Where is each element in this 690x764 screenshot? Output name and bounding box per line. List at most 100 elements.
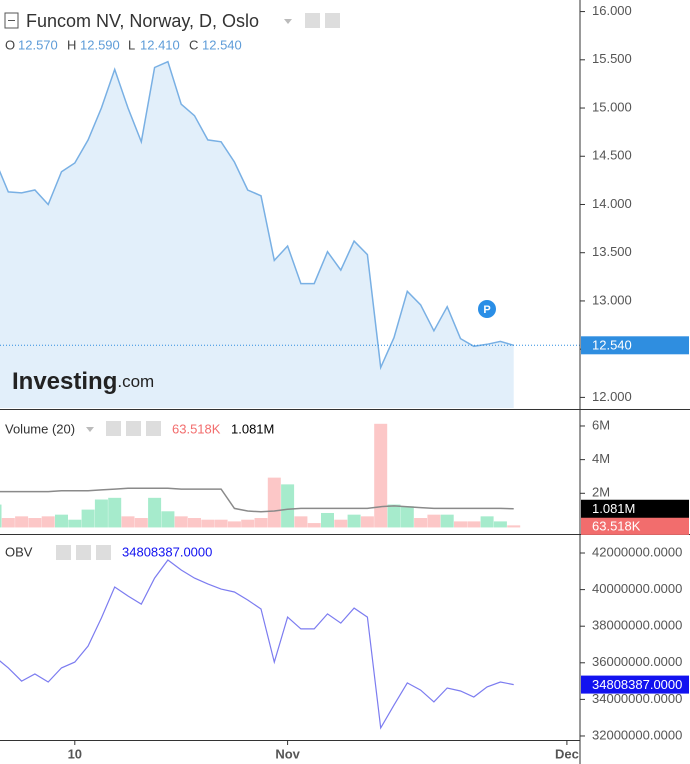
chart-title: Funcom NV, Norway, D, Oslo bbox=[26, 11, 259, 31]
price-marker-label: 1.081M bbox=[592, 501, 635, 516]
price-marker bbox=[581, 499, 689, 518]
volume-bar bbox=[15, 516, 29, 528]
volume-bar bbox=[467, 521, 481, 528]
ohlc-value: 12.410 bbox=[140, 37, 180, 52]
ohlc-value: 12.590 bbox=[80, 37, 120, 52]
volume-bar bbox=[0, 504, 2, 528]
price-marker-label: 63.518K bbox=[592, 518, 641, 533]
y-tick-label: 4M bbox=[592, 451, 610, 466]
volume-bar bbox=[54, 514, 68, 528]
y-tick-label: 15.500 bbox=[592, 51, 632, 66]
volume-bar bbox=[68, 519, 82, 528]
volume-bar bbox=[427, 514, 441, 528]
y-tick-label: 15.000 bbox=[592, 99, 632, 114]
y-tick-label: 32000000.0000 bbox=[592, 727, 682, 742]
visibility-icon[interactable] bbox=[56, 545, 71, 560]
y-tick-label: 13.500 bbox=[592, 244, 632, 259]
settings-icon[interactable] bbox=[76, 545, 91, 560]
close-icon[interactable] bbox=[96, 545, 111, 560]
y-tick-label: 6M bbox=[592, 417, 610, 432]
legend-value: 63.518K bbox=[172, 421, 221, 436]
x-tick-label: Dec bbox=[555, 746, 579, 761]
volume-bar bbox=[281, 484, 295, 528]
obv-line bbox=[0, 559, 514, 730]
y-tick-label: 36000000.0000 bbox=[592, 654, 682, 669]
volume-bar bbox=[28, 518, 42, 528]
price-marker-label: 12.540 bbox=[592, 338, 632, 353]
volume-bar bbox=[387, 504, 401, 528]
y-tick-label: 40000000.0000 bbox=[592, 581, 682, 596]
volume-bar bbox=[94, 499, 108, 528]
ohlc-value: 12.570 bbox=[18, 37, 58, 52]
y-tick-label: 38000000.0000 bbox=[592, 618, 682, 633]
moving-average-line bbox=[0, 487, 514, 513]
y-tick-label: 12.000 bbox=[592, 389, 632, 404]
ohlc-name: C bbox=[189, 37, 198, 52]
visibility-icon[interactable] bbox=[106, 421, 121, 436]
watermark-brand: Investing bbox=[12, 368, 117, 395]
dropdown-icon[interactable] bbox=[284, 19, 292, 24]
price-marker bbox=[581, 336, 689, 355]
y-tick-label: 13.000 bbox=[592, 292, 632, 307]
y-tick-label: 42000000.0000 bbox=[592, 544, 682, 559]
volume-bar bbox=[400, 506, 414, 528]
settings-icon[interactable] bbox=[325, 13, 340, 28]
volume-bar bbox=[1, 518, 15, 528]
volume-bar bbox=[161, 511, 175, 528]
volume-bar bbox=[187, 518, 201, 528]
volume-bar bbox=[227, 521, 241, 528]
volume-bar bbox=[241, 519, 255, 528]
collapse-icon[interactable] bbox=[4, 12, 19, 29]
volume-bar bbox=[81, 509, 95, 528]
event-marker[interactable] bbox=[478, 300, 496, 318]
price-marker bbox=[581, 516, 689, 535]
volume-bar bbox=[480, 516, 494, 528]
volume-bar bbox=[148, 497, 162, 528]
volume-bar bbox=[307, 523, 321, 528]
watermark: Investing.com bbox=[12, 368, 154, 395]
ohlc-name: O bbox=[5, 37, 15, 52]
volume-bar bbox=[374, 423, 388, 528]
x-tick-label: Nov bbox=[275, 746, 300, 761]
volume-bar bbox=[360, 516, 374, 528]
volume-bar bbox=[121, 516, 135, 528]
legend-value: 1.081M bbox=[231, 421, 274, 436]
ohlc-name: H bbox=[67, 37, 76, 52]
volume-bar bbox=[267, 477, 281, 528]
volume-bar bbox=[201, 519, 215, 528]
volume-bar bbox=[507, 525, 521, 528]
volume-bar bbox=[294, 516, 308, 528]
price-marker bbox=[581, 675, 689, 694]
volume-bar bbox=[414, 518, 428, 528]
event-marker-label: P bbox=[483, 304, 490, 316]
volume-bar bbox=[347, 514, 361, 528]
volume-bar bbox=[320, 512, 334, 528]
volume-bar bbox=[41, 516, 55, 528]
y-tick-label: 34000000.0000 bbox=[592, 691, 682, 706]
ohlc-value: 12.540 bbox=[202, 37, 242, 52]
volume-bar bbox=[214, 519, 228, 528]
volume-bar bbox=[254, 518, 268, 528]
x-tick-label: 10 bbox=[68, 746, 82, 761]
ohlc-name: L bbox=[128, 37, 135, 52]
settings-icon[interactable] bbox=[126, 421, 141, 436]
volume-bar bbox=[493, 521, 507, 528]
y-tick-label: 14.500 bbox=[592, 148, 632, 163]
volume-bar bbox=[334, 519, 348, 528]
watermark-suffix: .com bbox=[117, 372, 154, 391]
volume-bar bbox=[108, 497, 122, 528]
y-tick-label: 14.000 bbox=[592, 196, 632, 211]
indicator-title: Volume (20) bbox=[5, 421, 75, 436]
volume-bar bbox=[453, 521, 467, 528]
visibility-icon[interactable] bbox=[305, 13, 320, 28]
close-icon[interactable] bbox=[146, 421, 161, 436]
legend-value: 34808387.0000 bbox=[122, 544, 212, 559]
price-line bbox=[0, 60, 514, 371]
area-fill bbox=[0, 61, 514, 408]
volume-bar bbox=[134, 518, 148, 528]
indicator-title: OBV bbox=[5, 544, 33, 559]
y-tick-label: 16.000 bbox=[592, 3, 632, 18]
price-marker-label: 34808387.0000 bbox=[592, 677, 682, 692]
dropdown-icon[interactable] bbox=[86, 427, 94, 432]
